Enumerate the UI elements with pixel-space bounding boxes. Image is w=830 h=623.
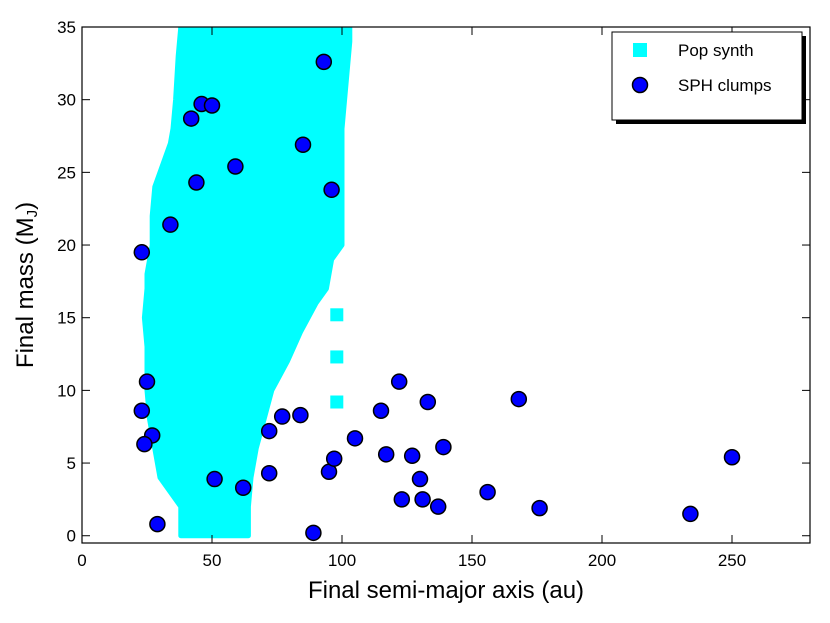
legend-marker-pop-synth xyxy=(633,43,647,57)
y-tick-label: 20 xyxy=(57,236,76,255)
y-tick-label: 30 xyxy=(57,91,76,110)
y-tick-label: 15 xyxy=(57,309,76,328)
y-tick-label: 5 xyxy=(67,454,76,473)
sph-clump-point-25 xyxy=(372,402,390,419)
sph-clump-point-13 xyxy=(136,435,153,453)
sph-clump-point-19 xyxy=(292,406,309,424)
sph-clump-point-6 xyxy=(188,174,205,191)
pop-synth-point-0 xyxy=(330,308,344,322)
sph-clump-point-28 xyxy=(393,491,411,508)
sph-clump-point-10 xyxy=(138,373,156,390)
y-tick-label: 10 xyxy=(57,381,76,400)
x-tick-label: 150 xyxy=(458,551,486,570)
sph-clump-point-27 xyxy=(390,373,408,390)
plot-area xyxy=(133,27,741,542)
sph-clump-point-20 xyxy=(260,464,278,482)
x-tick-label: 100 xyxy=(328,551,356,570)
sph-clump-point-2 xyxy=(203,97,221,114)
sph-clump-point-36 xyxy=(510,390,528,408)
sph-clump-point-18 xyxy=(273,408,291,425)
sph-clump-point-9 xyxy=(133,244,151,261)
pop-synth-point-2 xyxy=(330,395,344,409)
sph-clump-point-16 xyxy=(234,479,252,497)
sph-clump-point-33 xyxy=(429,498,447,515)
pop-synth-point-1 xyxy=(330,350,344,364)
sph-clump-point-26 xyxy=(377,446,395,463)
x-axis-label: Final semi-major axis (au) xyxy=(308,577,584,604)
sph-clump-point-11 xyxy=(133,402,151,419)
y-tick-label: 25 xyxy=(57,163,76,182)
axis-ticks: 0 50 100 150 200 250 0 5 10 15 20 25 30 35 xyxy=(57,18,810,570)
sph-clump-point-14 xyxy=(149,515,166,533)
pop-synth-region xyxy=(141,27,353,539)
y-axis-label: Final mass (MJ) xyxy=(12,202,41,368)
sph-clump-point-30 xyxy=(411,470,429,488)
x-tick-label: 200 xyxy=(588,551,616,570)
sph-clump-point-3 xyxy=(182,110,200,127)
sph-clump-point-29 xyxy=(403,447,421,465)
sph-clump-point-31 xyxy=(414,491,431,508)
x-tick-label: 250 xyxy=(718,551,746,570)
sph-clump-point-35 xyxy=(479,483,496,501)
sph-clump-point-37 xyxy=(531,499,548,517)
sph-clump-point-24 xyxy=(346,430,364,447)
sph-clump-point-8 xyxy=(162,216,179,233)
sph-clump-point-39 xyxy=(723,448,741,466)
sph-clump-point-15 xyxy=(206,470,223,488)
legend-label-sph-clumps: SPH clumps xyxy=(678,76,772,95)
sph-clump-point-22 xyxy=(325,450,343,467)
sph-clump-point-32 xyxy=(419,393,437,411)
sph-clump-point-7 xyxy=(323,181,340,199)
legend: Pop synth SPH clumps xyxy=(611,31,806,124)
y-tick-label: 0 xyxy=(67,527,76,546)
x-tick-label: 50 xyxy=(203,551,222,570)
x-tick-label: 0 xyxy=(77,551,86,570)
legend-label-pop-synth: Pop synth xyxy=(678,41,754,60)
sph-clump-point-4 xyxy=(294,136,312,153)
sph-clump-point-38 xyxy=(682,505,699,523)
sph-clump-point-0 xyxy=(315,53,333,71)
sph-clump-point-5 xyxy=(227,158,244,175)
sph-clump-point-17 xyxy=(260,422,278,440)
y-tick-label: 35 xyxy=(57,18,76,37)
sph-clump-point-34 xyxy=(435,438,452,456)
legend-marker-sph-clumps xyxy=(631,76,649,94)
axes-frame xyxy=(81,26,811,544)
sph-clump-point-23 xyxy=(305,524,322,542)
